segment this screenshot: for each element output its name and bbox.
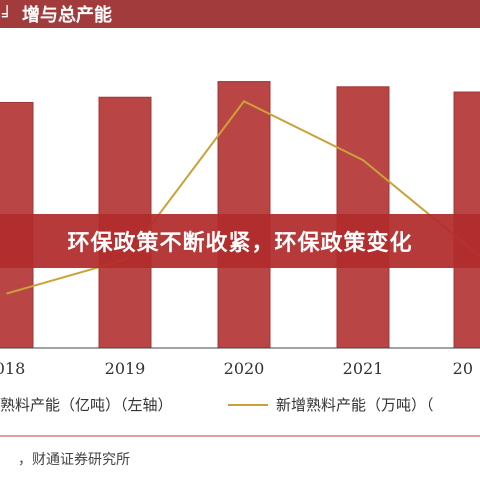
x-tick-label: 2020 bbox=[224, 359, 265, 378]
line-point-2018 bbox=[6, 292, 8, 295]
x-tick-label: 2019 bbox=[105, 359, 146, 378]
line-point-2020 bbox=[243, 100, 245, 103]
legend-label-bars: 熟料产能（亿吨）（左轴） bbox=[0, 396, 173, 414]
overlay-banner bbox=[0, 214, 480, 268]
x-tick-label: 20 bbox=[453, 359, 473, 378]
title-bar bbox=[0, 0, 480, 28]
legend-label-line: 新增熟料产能（万吨）（ bbox=[276, 396, 434, 414]
line-series bbox=[6, 100, 480, 295]
line-point-2021 bbox=[362, 159, 364, 161]
chart-title: 增与总产能 bbox=[22, 4, 112, 26]
x-tick-label: 2021 bbox=[343, 359, 384, 378]
title-prefix-glyph: ╛ bbox=[1, 5, 12, 26]
legend: 熟料产能（亿吨）（左轴） 新增熟料产能（万吨）（ bbox=[0, 396, 434, 414]
source-note: ，财通证券研究所 bbox=[18, 452, 130, 468]
x-tick-label: 018 bbox=[0, 359, 25, 378]
x-tick-labels: 018 2019 2020 2021 20 bbox=[0, 359, 473, 378]
